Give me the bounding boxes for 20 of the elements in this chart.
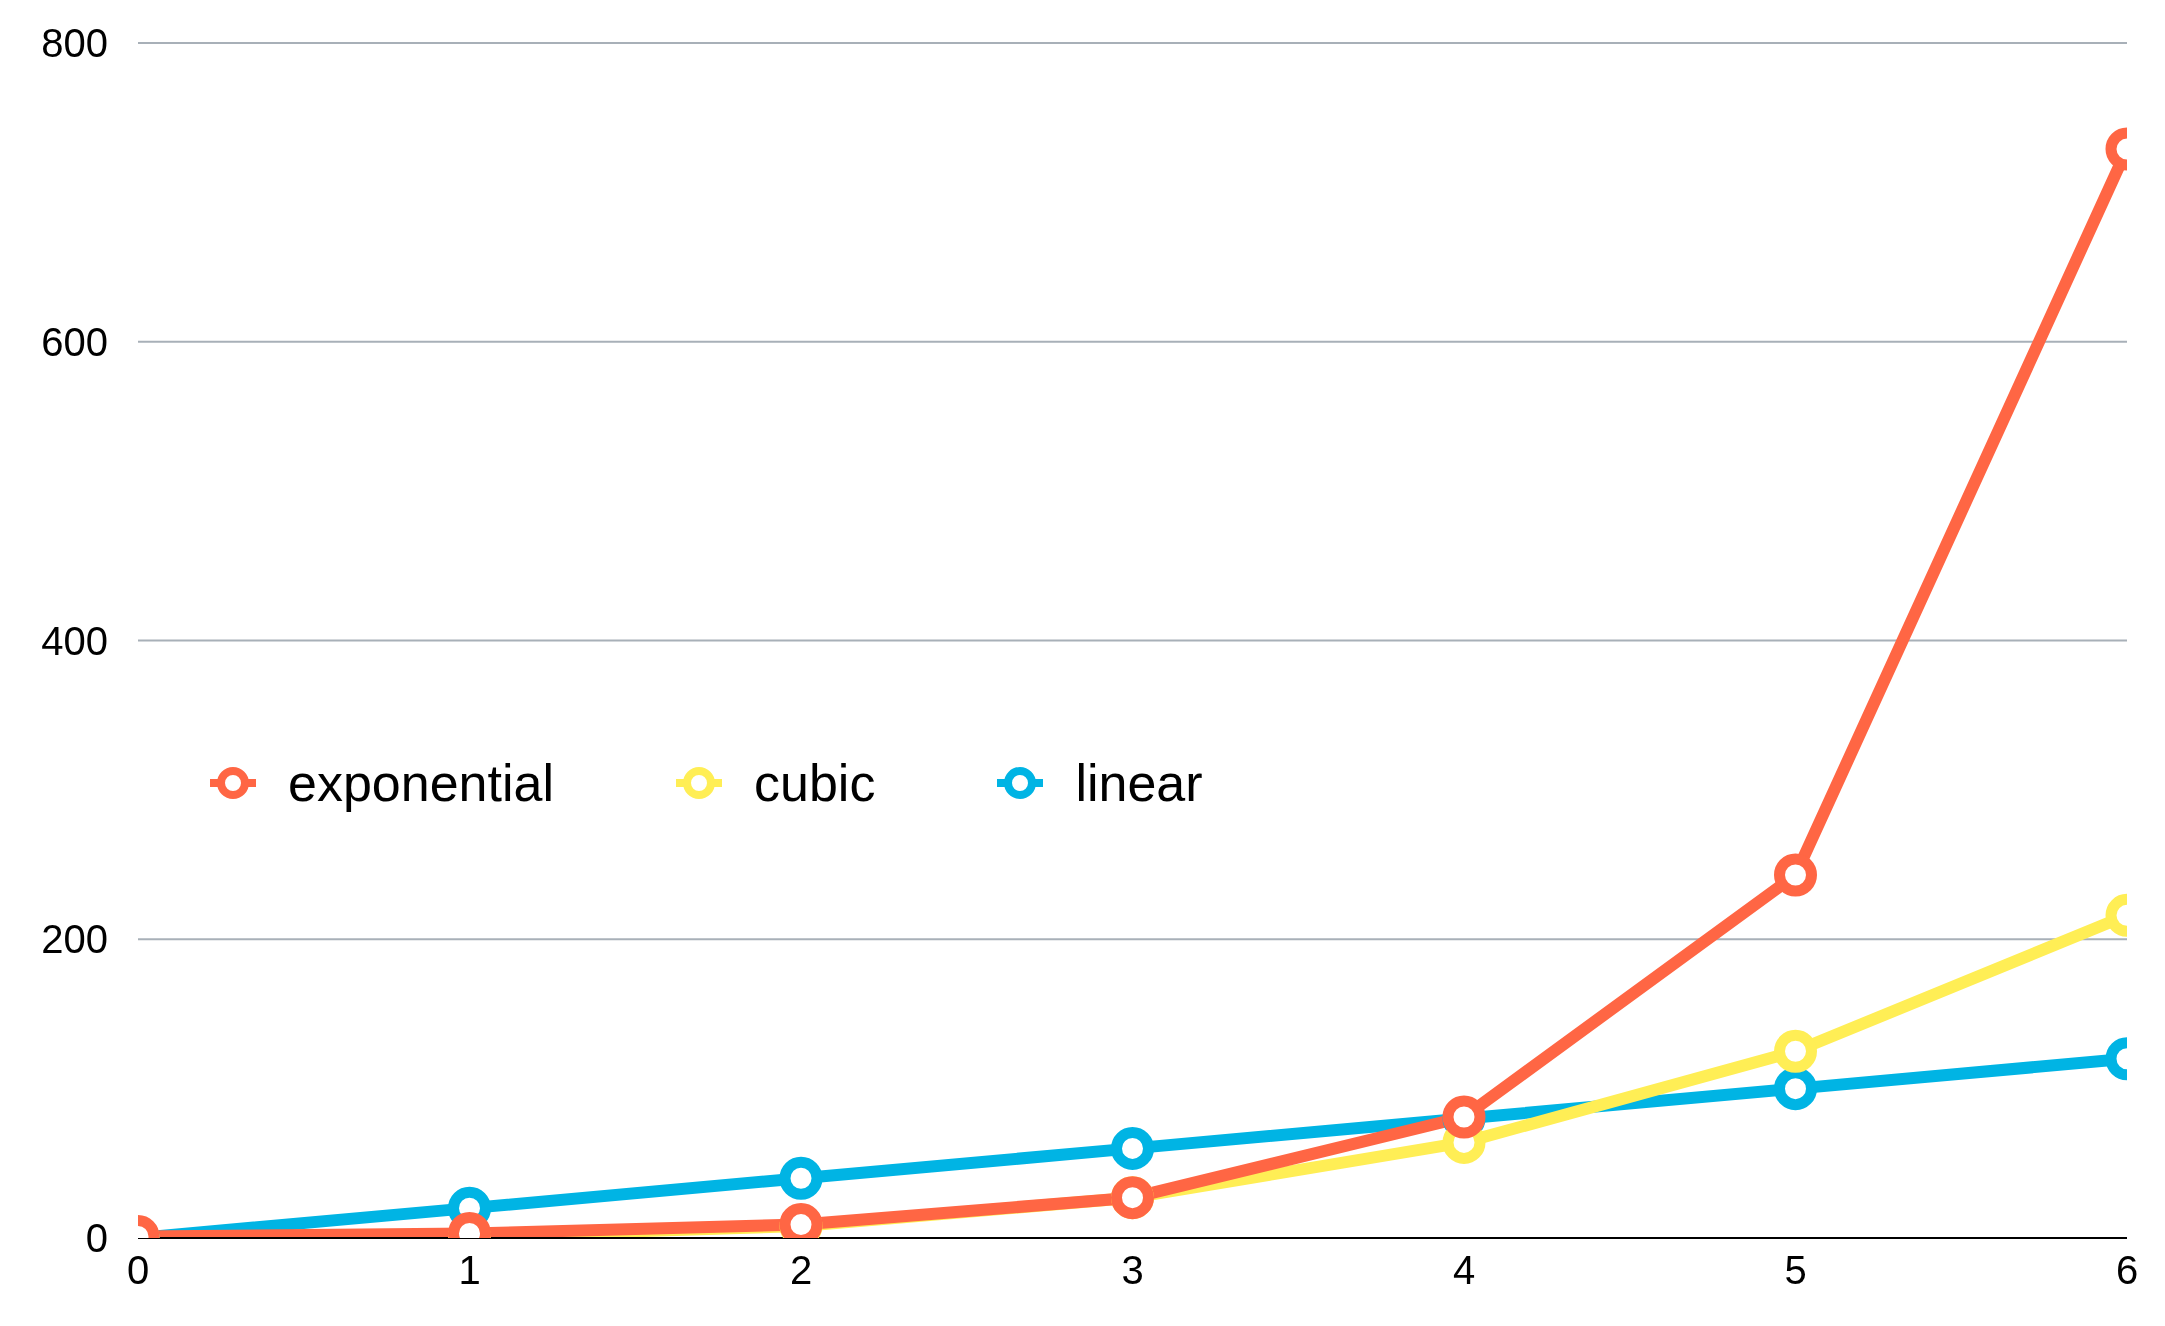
x-tick-label: 6 [2115,1248,2139,1293]
y-tick-label: 800 [41,21,108,66]
legend-label: cubic [754,753,876,813]
x-tick-label: 2 [789,1248,813,1293]
point [1774,853,1817,897]
point [779,1156,823,1200]
x-tick-label: 0 [126,1248,150,1293]
legend-label: linear [1075,753,1203,813]
y-tick-label: 600 [41,319,108,364]
x-tick-label: 3 [1121,1248,1144,1293]
point [1111,1126,1154,1170]
y-tick-label: 400 [41,618,108,663]
x-tick-label: 1 [458,1248,481,1293]
x-tick-label: 5 [1784,1248,1807,1293]
y-tick-label: 200 [41,917,108,962]
legend-label: exponential [288,753,554,813]
point [1774,1029,1817,1073]
y-tick-label: 0 [85,1216,108,1261]
x-tick-label: 4 [1452,1248,1476,1293]
point [1774,1067,1817,1111]
